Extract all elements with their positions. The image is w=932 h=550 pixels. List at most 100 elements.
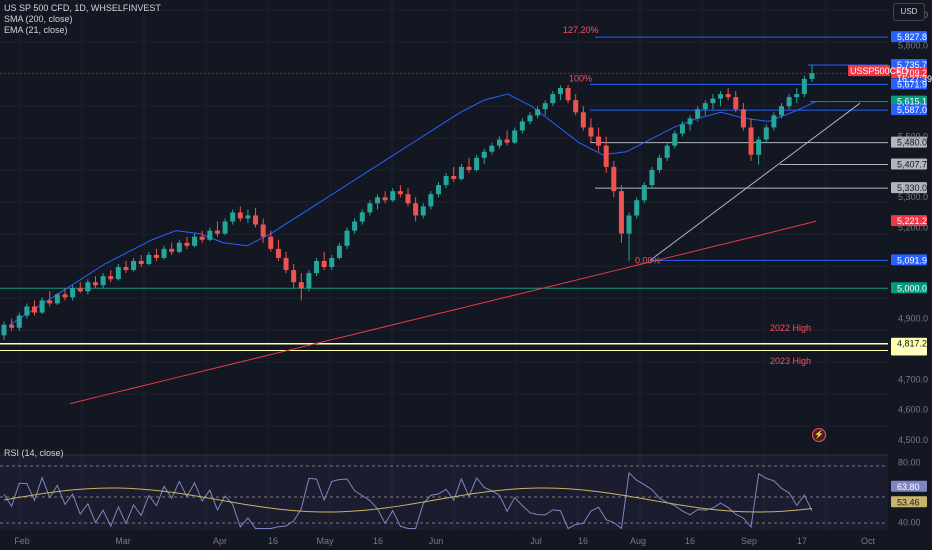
time-tick: Jul — [530, 536, 542, 546]
rsi-legend[interactable]: RSI (14, close) — [4, 448, 64, 458]
rsi-tick: 80.00 — [898, 458, 921, 468]
candle-body — [489, 145, 495, 152]
candle-body — [153, 254, 159, 258]
candle-body — [47, 300, 53, 304]
sma-200-line — [69, 220, 817, 405]
symbol-tag-label: USSP500CFD — [850, 66, 909, 76]
price-axis-bg — [888, 0, 932, 550]
price-tag — [891, 182, 927, 194]
candle-body — [466, 166, 472, 170]
candle-body — [70, 288, 76, 298]
candle-body — [100, 276, 106, 286]
time-tick: Sep — [741, 536, 757, 546]
candle-body — [496, 139, 502, 146]
time-tick: 17 — [797, 536, 807, 546]
candle-body — [756, 139, 762, 155]
candle-body — [344, 230, 350, 246]
price-tag — [891, 78, 927, 90]
candle-body — [527, 115, 533, 122]
candle-body — [550, 94, 556, 104]
currency-button[interactable]: USD — [893, 3, 925, 21]
candle-body — [230, 212, 236, 222]
candle-body — [16, 315, 22, 328]
candle-body — [222, 221, 228, 234]
ema-legend[interactable]: EMA (21, close) — [4, 25, 68, 35]
candle-body — [131, 260, 137, 271]
candle-body — [420, 206, 426, 216]
candle-body — [588, 127, 594, 137]
price-tag — [891, 67, 927, 79]
candle-body — [695, 109, 701, 119]
candle-body — [375, 197, 381, 204]
time-tick: Aug — [630, 536, 646, 546]
candle-body — [24, 306, 30, 316]
candle-body — [268, 236, 274, 249]
price-tick: 4,500.0 — [898, 435, 928, 445]
candle-body — [733, 97, 739, 110]
candle-body — [801, 78, 807, 95]
candle-body — [92, 282, 98, 286]
candle-body — [77, 288, 83, 292]
price-levels — [0, 36, 888, 351]
price-tick: 4,600.0 — [898, 405, 928, 415]
candle-body — [474, 157, 480, 170]
candle-body — [31, 306, 37, 313]
sma-legend[interactable]: SMA (200, close) — [4, 14, 73, 24]
candle-body — [115, 267, 121, 280]
countdown-label: 16:27:39 — [897, 74, 932, 84]
candle-body — [283, 257, 289, 271]
time-tick: Mar — [115, 536, 131, 546]
candle-body — [626, 215, 632, 234]
rsi-ma-label: 53.46 — [897, 497, 920, 507]
candle-body — [123, 267, 129, 271]
time-tick: May — [316, 536, 334, 546]
candle-body — [306, 273, 312, 289]
price-tag-label: 5,671.9 — [897, 79, 927, 89]
price-tag-label: 5,827.8 — [897, 32, 927, 42]
candle-body — [809, 73, 815, 79]
candle-body — [413, 203, 419, 216]
price-tick: 5,300.0 — [898, 192, 928, 202]
price-tag — [891, 215, 927, 227]
candle-body — [504, 139, 510, 143]
symbol-title[interactable]: US SP 500 CFD, 1D, WHSELFINVEST — [4, 3, 161, 13]
candle-body — [176, 242, 182, 252]
price-tick: 4,900.0 — [898, 314, 928, 324]
candle-body — [397, 191, 403, 195]
price-tick: 5,800.0 — [898, 41, 928, 51]
rsi-value-label: 63.80 — [897, 482, 920, 492]
candle-body — [718, 94, 724, 99]
candle-body — [557, 88, 563, 95]
rsi-ma-line — [3, 487, 813, 513]
price-tick: 5,200.0 — [898, 223, 928, 233]
candle-body — [192, 236, 198, 246]
candle-body — [62, 294, 68, 298]
chart-grid — [0, 0, 888, 530]
candle-body — [275, 248, 281, 258]
price-tag — [891, 344, 927, 356]
candle-body — [352, 221, 358, 231]
candle-body — [687, 118, 693, 125]
price-tick: 5,500.0 — [898, 132, 928, 142]
candle-body — [535, 109, 541, 116]
price-tag-label: 5,221.2 — [897, 216, 927, 226]
candle-body — [184, 242, 190, 246]
candle-body — [740, 109, 746, 128]
candle-body — [603, 145, 609, 167]
price-tag-label: 5,735.7 — [897, 60, 927, 70]
price-tag — [891, 104, 927, 116]
candle-body — [451, 176, 457, 180]
symbol-tag — [848, 65, 890, 77]
time-axis[interactable] — [0, 531, 932, 550]
price-tag-label: 5,330.0 — [897, 183, 927, 193]
candle-body — [367, 203, 373, 213]
candle-body — [291, 270, 297, 283]
price-axis[interactable] — [848, 0, 932, 550]
candle-body — [138, 260, 144, 264]
price-tick: 4,700.0 — [898, 374, 928, 384]
candle-body — [253, 215, 259, 225]
time-tick: 16 — [685, 536, 695, 546]
candle-body — [794, 94, 800, 98]
alert-icon[interactable]: ⚡ — [812, 428, 826, 442]
